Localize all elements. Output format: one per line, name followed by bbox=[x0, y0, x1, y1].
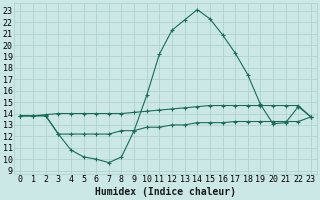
X-axis label: Humidex (Indice chaleur): Humidex (Indice chaleur) bbox=[95, 187, 236, 197]
